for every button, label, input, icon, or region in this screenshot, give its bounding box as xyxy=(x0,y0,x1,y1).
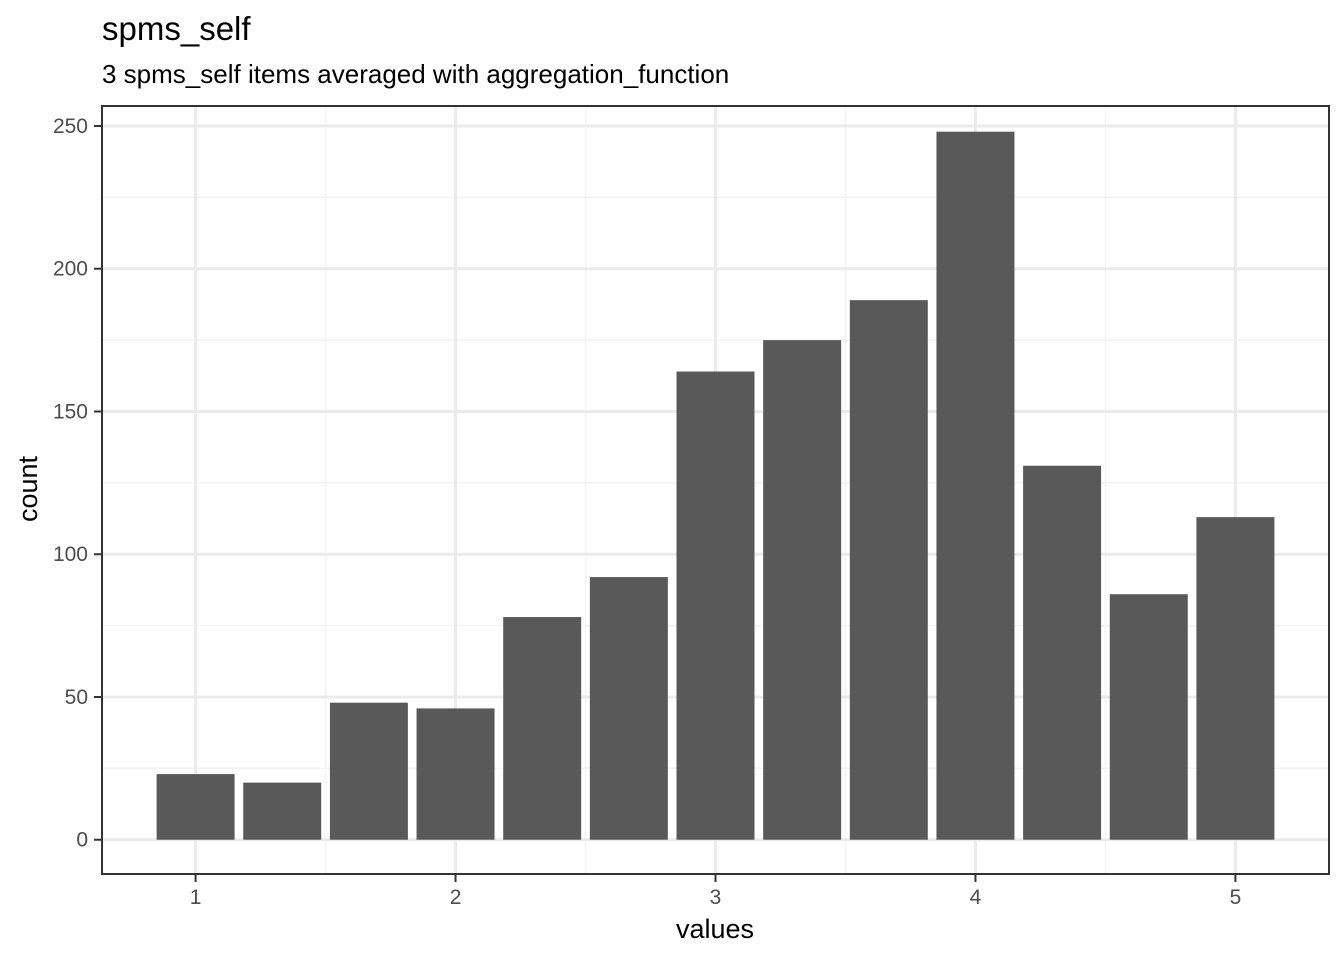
bar xyxy=(156,774,235,840)
bar xyxy=(763,340,842,840)
y-tick-label: 0 xyxy=(76,829,88,852)
y-axis: 0 50 100 150 200 250 xyxy=(53,115,102,852)
bar xyxy=(503,617,582,840)
bar xyxy=(936,131,1015,840)
x-tick-label: 1 xyxy=(190,886,202,909)
chart-title: spms_self xyxy=(102,10,251,47)
y-axis-title: count xyxy=(13,455,43,522)
x-tick-label: 5 xyxy=(1230,886,1242,909)
y-tick-label: 100 xyxy=(53,543,88,566)
bar xyxy=(416,708,495,840)
x-tick-label: 2 xyxy=(450,886,462,909)
y-tick-label: 150 xyxy=(53,400,88,423)
y-tick-label: 250 xyxy=(53,115,88,138)
bar xyxy=(1109,594,1188,840)
bar xyxy=(1196,517,1275,840)
x-tick-label: 3 xyxy=(710,886,722,909)
x-tick-label: 4 xyxy=(970,886,982,909)
bar xyxy=(1023,465,1102,840)
chart-subtitle: 3 spms_self items averaged with aggregat… xyxy=(102,59,729,89)
bar xyxy=(676,371,755,840)
y-tick-label: 50 xyxy=(65,686,88,709)
x-axis: 1 2 3 4 5 xyxy=(190,874,1242,909)
bar xyxy=(589,577,668,840)
bar xyxy=(243,782,322,840)
bars xyxy=(156,131,1275,840)
bar xyxy=(849,300,928,840)
y-tick-label: 200 xyxy=(53,258,88,281)
x-axis-title: values xyxy=(676,914,754,944)
bar xyxy=(329,702,408,840)
